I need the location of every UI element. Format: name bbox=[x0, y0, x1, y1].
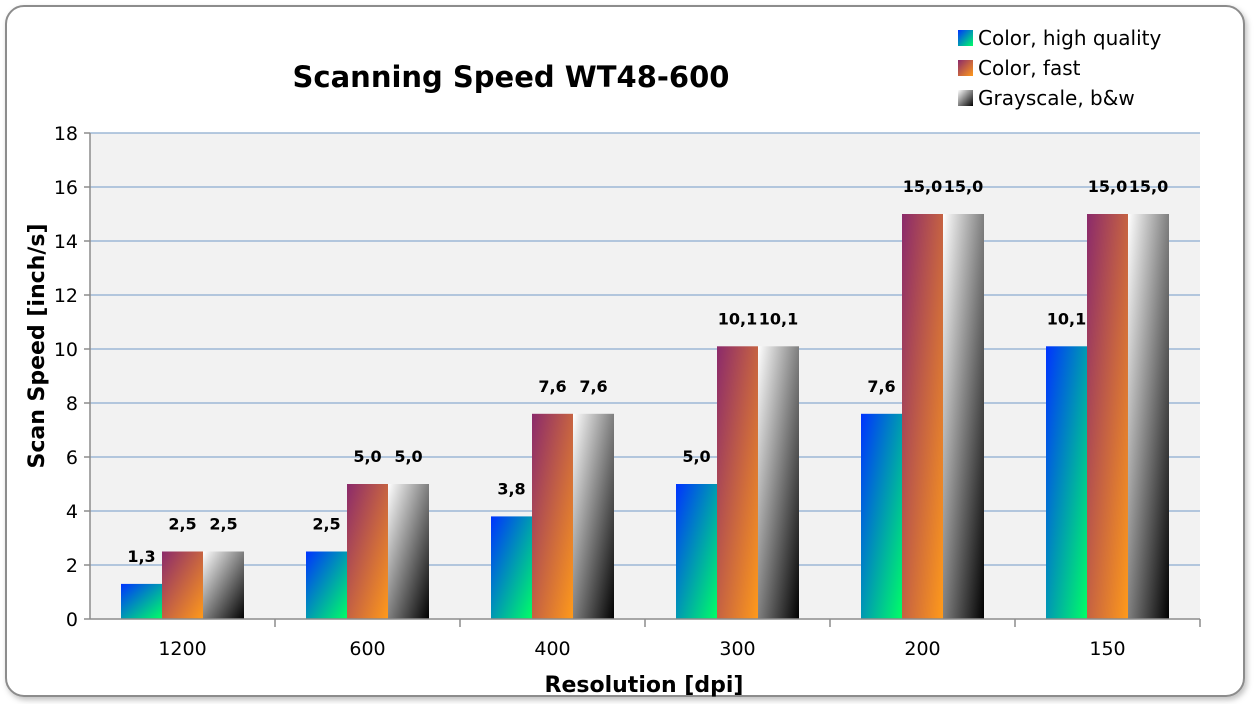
bar bbox=[902, 214, 943, 619]
x-tick-label: 150 bbox=[1089, 638, 1125, 660]
bar bbox=[573, 413, 614, 619]
data-label: 10,1 bbox=[1047, 309, 1086, 328]
bar bbox=[861, 413, 902, 619]
bar bbox=[717, 346, 758, 619]
axes bbox=[84, 132, 1201, 627]
y-tick-label: 10 bbox=[54, 339, 78, 361]
bar bbox=[1087, 214, 1128, 619]
bar bbox=[491, 516, 532, 619]
data-label: 5,0 bbox=[353, 447, 381, 466]
chart-title: Scanning Speed WT48-600 bbox=[293, 60, 730, 94]
y-axis-tick-labels: 0 2 4 6 8 10 12 14 16 18 bbox=[54, 123, 78, 631]
data-label: 15,0 bbox=[903, 177, 942, 196]
bars bbox=[121, 214, 1169, 619]
legend-label: Color, high quality bbox=[978, 26, 1161, 50]
bar bbox=[121, 583, 162, 619]
bar bbox=[676, 484, 717, 619]
bar bbox=[1128, 214, 1169, 619]
y-tick-label: 12 bbox=[54, 285, 78, 307]
y-tick-label: 18 bbox=[54, 123, 78, 145]
data-label: 7,6 bbox=[579, 377, 607, 396]
data-label: 10,1 bbox=[759, 309, 798, 328]
y-tick-label: 14 bbox=[54, 231, 78, 253]
data-label: 7,6 bbox=[867, 377, 895, 396]
bar bbox=[203, 551, 244, 619]
y-tick-label: 16 bbox=[54, 177, 78, 199]
x-axis-title: Resolution [dpi] bbox=[545, 673, 744, 698]
data-label: 2,5 bbox=[168, 515, 196, 534]
data-label: 2,5 bbox=[209, 515, 237, 534]
bar bbox=[162, 551, 203, 619]
data-label: 3,8 bbox=[497, 479, 525, 498]
x-tick-label: 1200 bbox=[158, 638, 206, 660]
gridlines bbox=[90, 132, 1200, 566]
data-label: 5,0 bbox=[394, 447, 422, 466]
legend-swatch bbox=[958, 90, 973, 106]
x-tick-label: 200 bbox=[904, 638, 940, 660]
bar bbox=[943, 214, 984, 619]
bar bbox=[758, 346, 799, 619]
data-label: 5,0 bbox=[682, 447, 710, 466]
data-label: 15,0 bbox=[944, 177, 983, 196]
legend-label: Grayscale, b&w bbox=[978, 86, 1135, 110]
x-tick-label: 300 bbox=[719, 638, 755, 660]
y-tick-label: 4 bbox=[66, 501, 78, 523]
data-label: 15,0 bbox=[1129, 177, 1168, 196]
plot-area bbox=[90, 133, 1200, 619]
data-label: 1,3 bbox=[127, 547, 155, 566]
legend: Color, high quality Color, fast Grayscale,… bbox=[958, 26, 1161, 110]
bar bbox=[347, 484, 388, 619]
bar bbox=[388, 484, 429, 619]
data-label: 15,0 bbox=[1088, 177, 1127, 196]
y-axis-title: Scan Speed [inch/s] bbox=[25, 223, 50, 468]
x-tick-label: 600 bbox=[349, 638, 385, 660]
y-tick-label: 8 bbox=[66, 393, 78, 415]
legend-swatch bbox=[958, 30, 973, 46]
x-axis-tick-labels: 1200 600 400 300 200 150 bbox=[158, 638, 1125, 660]
y-tick-label: 2 bbox=[66, 555, 78, 577]
data-label: 7,6 bbox=[538, 377, 566, 396]
data-label: 2,5 bbox=[312, 515, 340, 534]
bar bbox=[532, 413, 573, 619]
bar bbox=[1046, 346, 1087, 619]
data-labels: 1,32,5 2,5 2,55,0 5,03,87,6 7,65,010,1 10,17,… bbox=[127, 177, 1168, 566]
bar bbox=[306, 551, 347, 619]
data-label: 10,1 bbox=[718, 309, 757, 328]
y-tick-label: 6 bbox=[66, 447, 78, 469]
legend-swatch bbox=[958, 60, 973, 76]
y-tick-label: 0 bbox=[66, 609, 78, 631]
x-tick-label: 400 bbox=[534, 638, 570, 660]
legend-label: Color, fast bbox=[978, 56, 1081, 80]
